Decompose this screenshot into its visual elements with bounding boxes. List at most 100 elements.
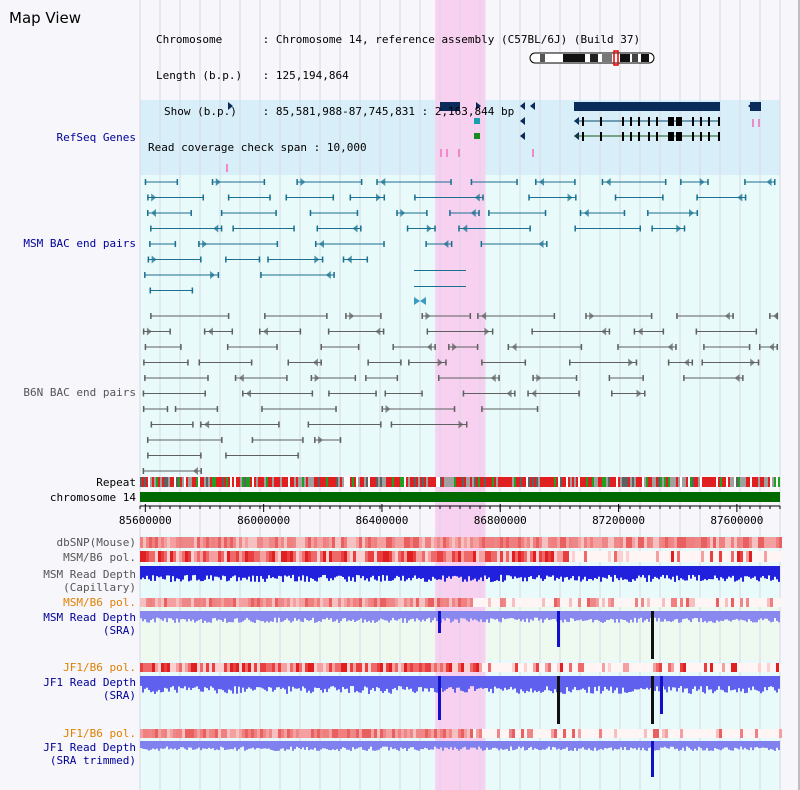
repeat-cell [508, 477, 510, 487]
depth-bar [484, 566, 486, 576]
heat-cell [416, 537, 419, 548]
heat-cell [629, 551, 632, 562]
heat-cell [404, 598, 407, 607]
depth-bar [460, 676, 462, 691]
heat-cell [749, 537, 752, 548]
msm-b6-pol-track [140, 551, 782, 562]
heat-cell [296, 598, 299, 607]
heat-cell [233, 598, 236, 607]
heat-cell [266, 729, 269, 738]
track-label-msm-depth-cap-1[interactable]: MSM Read Depth [43, 568, 136, 581]
repeat-cell [616, 477, 618, 487]
track-label-jf1-b6-pol[interactable]: JF1/B6 pol. [63, 661, 136, 674]
heat-cell [413, 551, 416, 562]
heat-cell [371, 551, 374, 562]
depth-bar [398, 566, 400, 577]
heat-cell [518, 663, 521, 672]
depth-bar [758, 676, 760, 692]
bac-pair-line [414, 270, 466, 271]
depth-bar [392, 676, 394, 690]
depth-bar [608, 741, 610, 748]
repeat-cell [280, 477, 282, 487]
gene-mark [446, 149, 448, 157]
depth-bar [728, 741, 730, 750]
repeat-cell [636, 477, 638, 487]
depth-bar [414, 741, 416, 750]
depth-bar [724, 676, 726, 693]
depth-bar [776, 566, 778, 580]
depth-bar [628, 611, 630, 623]
track-label-jf1-depth-sra-1[interactable]: JF1 Read Depth [43, 676, 136, 689]
heat-cell [449, 663, 452, 672]
heat-cell [473, 663, 476, 672]
depth-bar [360, 566, 362, 579]
depth-bar [164, 566, 166, 580]
heat-cell [476, 537, 479, 548]
repeat-cell [218, 477, 220, 487]
bac-arrow [637, 327, 643, 336]
track-label-refseq-genes[interactable]: RefSeq Genes [56, 131, 136, 144]
heat-cell [509, 663, 512, 672]
depth-bar [144, 741, 146, 750]
heat-cell [518, 551, 521, 562]
heat-cell [272, 729, 275, 738]
heat-cell [467, 537, 470, 548]
depth-bar [430, 611, 432, 623]
bac-arrow [676, 224, 682, 233]
track-label-jf1-depth-sra-2: (SRA) [102, 689, 136, 702]
heat-cell [749, 551, 752, 562]
heat-cell [299, 663, 302, 672]
heat-cell [218, 537, 221, 548]
repeat-cell [772, 477, 774, 487]
track-label-msm-bac[interactable]: MSM BAC end pairs [23, 237, 136, 250]
repeat-cell [660, 477, 662, 487]
gene-mark [758, 119, 760, 127]
bac-arrow [531, 389, 537, 398]
depth-bar [216, 741, 218, 750]
depth-bar [624, 676, 626, 693]
heat-cell [713, 598, 716, 607]
track-label-dbsnp[interactable]: dbSNP(Mouse) [56, 536, 136, 549]
depth-bar [206, 741, 208, 749]
heat-cell [614, 537, 617, 548]
gene-exon [700, 117, 702, 126]
heat-cell [695, 537, 698, 548]
depth-bar [316, 676, 318, 689]
track-label-msm-b6-pol[interactable]: MSM/B6 pol. [63, 551, 136, 564]
depth-bar [340, 676, 342, 693]
track-label-jf1-b6-pol-trim[interactable]: JF1/B6 pol. [63, 727, 136, 740]
track-label-msm-depth-sra-1[interactable]: MSM Read Depth [43, 611, 136, 624]
bac-end [696, 210, 699, 216]
depth-bar [150, 676, 152, 693]
heat-cell [308, 663, 311, 672]
depth-bar [276, 676, 278, 688]
heat-cell [209, 551, 212, 562]
depth-bar [214, 566, 216, 577]
depth-bar [468, 741, 470, 750]
depth-bar [512, 611, 514, 619]
repeat-cell [532, 477, 534, 487]
depth-bar [660, 566, 662, 577]
depth-bar [396, 676, 398, 691]
heat-cell [605, 729, 608, 738]
heat-cell [167, 663, 170, 672]
depth-bar [466, 741, 468, 750]
heat-cell [668, 598, 671, 607]
msm-depth-sra-track [140, 611, 780, 659]
depth-bar [594, 676, 596, 687]
heat-cell [203, 663, 206, 672]
heat-cell [347, 537, 350, 548]
depth-bar [508, 676, 510, 690]
repeat-cell [288, 477, 290, 487]
depth-bar [686, 566, 688, 581]
heat-cell [215, 551, 218, 562]
track-label-msm-b6-pol-sra[interactable]: MSM/B6 pol. [63, 596, 136, 609]
heat-cell [356, 598, 359, 607]
track-label-b6n-bac[interactable]: B6N BAC end pairs [23, 386, 136, 399]
repeat-cell [720, 477, 722, 487]
depth-bar [206, 611, 208, 623]
heat-cell [602, 663, 605, 672]
depth-bar [530, 741, 532, 747]
track-label-jf1-depth-trim-1[interactable]: JF1 Read Depth [43, 741, 136, 754]
